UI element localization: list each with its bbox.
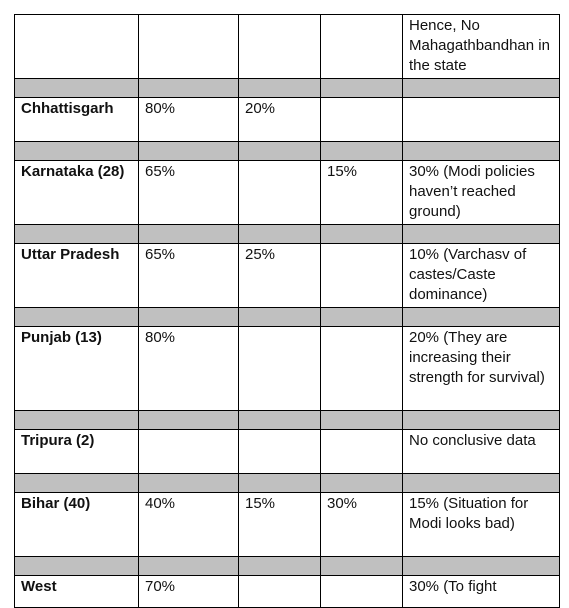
table-row: West 70% 30% (To fight	[14, 575, 560, 608]
note-cell: 10% (Varchasv of castes/Caste dominance)	[402, 243, 560, 308]
note-cell: No conclusive data	[402, 429, 560, 474]
value-cell: 25%	[238, 243, 321, 308]
note-cell	[402, 97, 560, 142]
value-cell	[238, 14, 321, 79]
separator-row	[14, 78, 560, 98]
separator-row	[14, 410, 560, 430]
separator-row	[14, 473, 560, 493]
value-cell	[320, 14, 403, 79]
separator-row	[14, 141, 560, 161]
table-row: Tripura (2) No conclusive data	[14, 429, 560, 474]
state-cell: Punjab (13)	[14, 326, 139, 411]
note-cell: 30% (To fight	[402, 575, 560, 608]
state-cell: West	[14, 575, 139, 608]
value-cell: 40%	[138, 492, 239, 557]
note-cell: 20% (They are increasing their strength …	[402, 326, 560, 411]
value-cell	[320, 97, 403, 142]
state-cell: Chhattisgarh	[14, 97, 139, 142]
value-cell	[238, 326, 321, 411]
value-cell	[138, 429, 239, 474]
separator-row	[14, 307, 560, 327]
value-cell: 80%	[138, 97, 239, 142]
value-cell	[320, 575, 403, 608]
value-cell	[138, 14, 239, 79]
separator-row	[14, 224, 560, 244]
table-row: Karnataka (28) 65% 15% 30% (Modi policie…	[14, 160, 560, 225]
value-cell: 65%	[138, 243, 239, 308]
table-row: Punjab (13) 80% 20% (They are increasing…	[14, 326, 560, 411]
note-cell: Hence, No Mahagathbandhan in the state	[402, 14, 560, 79]
separator-row	[14, 556, 560, 576]
table-row: Bihar (40) 40% 15% 30% 15% (Situation fo…	[14, 492, 560, 557]
value-cell: 20%	[238, 97, 321, 142]
value-cell	[238, 429, 321, 474]
value-cell: 80%	[138, 326, 239, 411]
value-cell	[238, 575, 321, 608]
value-cell: 15%	[238, 492, 321, 557]
note-cell: 15% (Situation for Modi looks bad)	[402, 492, 560, 557]
table-row: Chhattisgarh 80% 20%	[14, 97, 560, 142]
value-cell	[320, 326, 403, 411]
state-survey-table: Hence, No Mahagathbandhan in the state C…	[14, 14, 560, 608]
value-cell	[320, 243, 403, 308]
table-row: Uttar Pradesh 65% 25% 10% (Varchasv of c…	[14, 243, 560, 308]
state-cell: Tripura (2)	[14, 429, 139, 474]
table-row: Hence, No Mahagathbandhan in the state	[14, 14, 560, 79]
state-cell: Uttar Pradesh	[14, 243, 139, 308]
note-cell: 30% (Modi policies haven’t reached groun…	[402, 160, 560, 225]
value-cell: 15%	[320, 160, 403, 225]
state-cell: Karnataka (28)	[14, 160, 139, 225]
value-cell	[320, 429, 403, 474]
value-cell: 70%	[138, 575, 239, 608]
state-cell	[14, 14, 139, 79]
value-cell	[238, 160, 321, 225]
value-cell: 30%	[320, 492, 403, 557]
value-cell: 65%	[138, 160, 239, 225]
state-cell: Bihar (40)	[14, 492, 139, 557]
